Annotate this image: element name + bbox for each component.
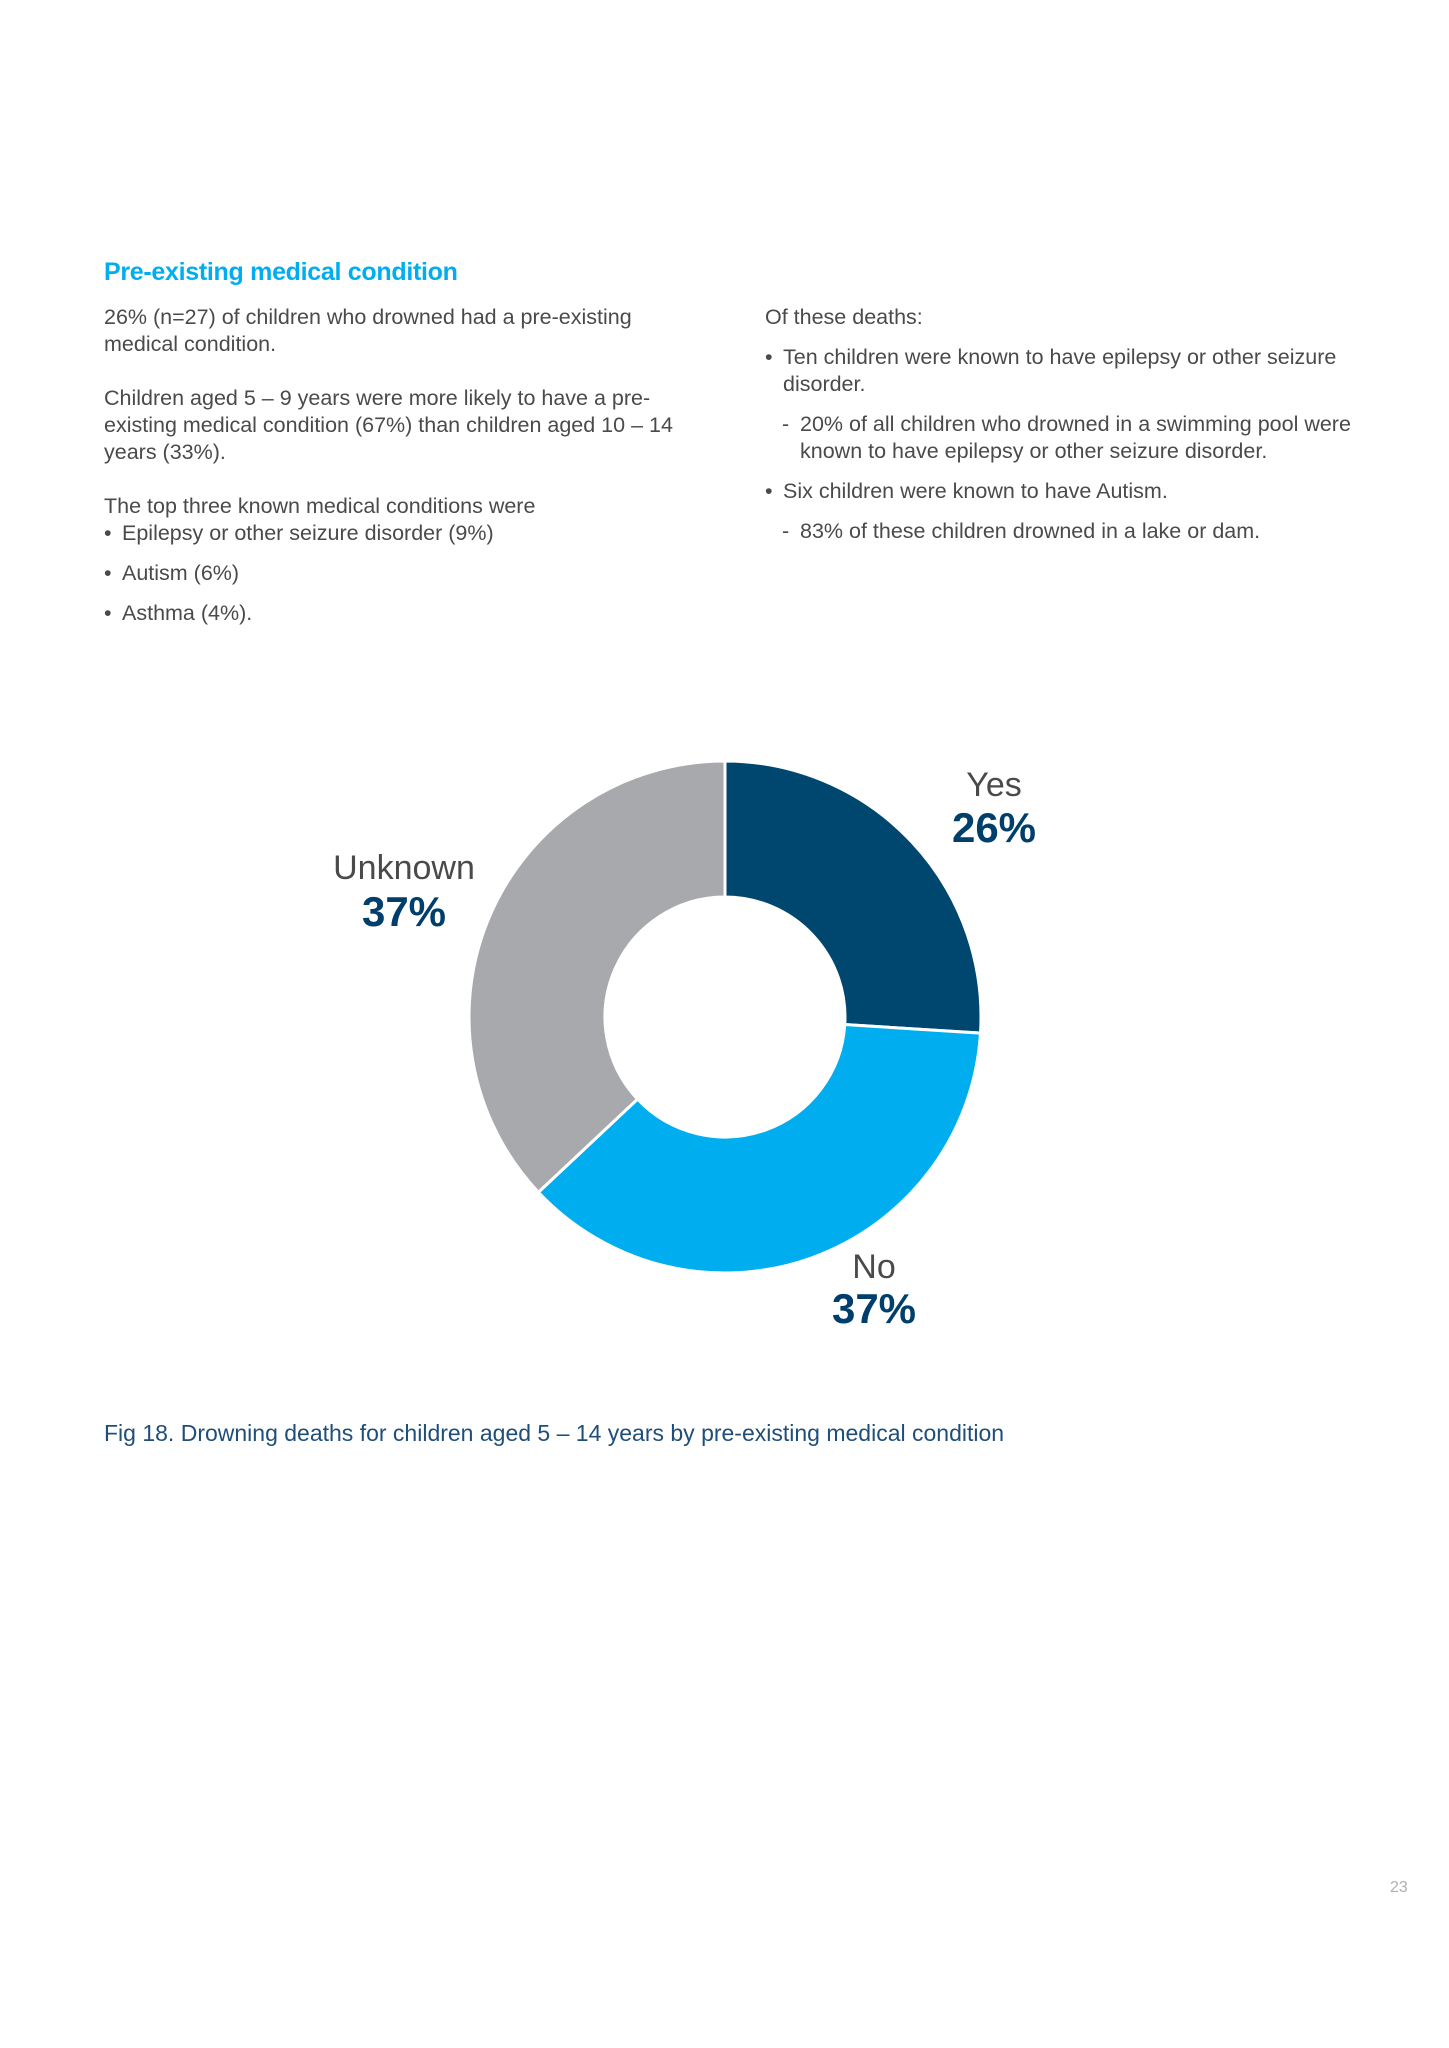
section-heading: Pre-existing medical condition [104, 258, 458, 286]
condition-item-asthma: Asthma (4%). [104, 600, 704, 627]
slice-label-unknown: Unknown [333, 849, 475, 887]
autism-bullet: Six children were known to have Autism. [765, 478, 1365, 505]
condition-item-epilepsy: Epilepsy or other seizure disorder (9%) [104, 520, 704, 547]
conditions-list: Epilepsy or other seizure disorder (9%) … [104, 520, 704, 627]
slice-value-no: 37% [832, 1285, 916, 1332]
conditions-intro: The top three known medical conditions w… [104, 494, 536, 518]
epilepsy-sub-item: 20% of all children who drowned in a swi… [765, 411, 1365, 465]
slice-value-unknown: 37% [362, 888, 446, 935]
condition-item-autism: Autism (6%) [104, 560, 704, 587]
left-text-column: 26% (n=27) of children who drowned had a… [104, 304, 704, 627]
donut-slice-no [536, 1022, 983, 1275]
left-paragraph-1: 26% (n=27) of children who drowned had a… [104, 305, 632, 356]
slice-label-yes: Yes [966, 766, 1021, 804]
page-number: 23 [1390, 1879, 1408, 1896]
epilepsy-bullet: Ten children were known to have epilepsy… [765, 344, 1365, 398]
deaths-intro: Of these deaths: [765, 305, 923, 329]
slice-value-yes: 26% [952, 804, 1036, 851]
left-paragraph-2: Children aged 5 – 9 years were more like… [104, 386, 673, 464]
donut-slice-yes [723, 759, 983, 1035]
donut-slice-unknown [467, 759, 727, 1195]
right-text-column: Of these deaths: Ten children were known… [765, 304, 1365, 545]
slice-label-no: No [852, 1248, 895, 1286]
figure-caption: Fig 18. Drowning deaths for children age… [104, 1420, 1005, 1446]
autism-sub-item: 83% of these children drowned in a lake … [765, 518, 1365, 545]
